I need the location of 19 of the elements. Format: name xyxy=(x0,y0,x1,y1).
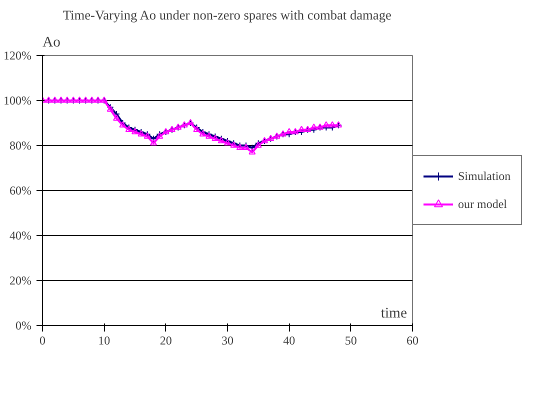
y-tick-label: 20% xyxy=(10,274,32,288)
y-tick-label: 0% xyxy=(16,318,32,332)
x-tick-label: 20 xyxy=(160,334,172,348)
legend-label: our model xyxy=(458,196,507,212)
y-tick-label: 60% xyxy=(10,184,32,198)
y-axis-title: Ao xyxy=(42,34,60,50)
y-tick-label: 120% xyxy=(4,48,32,62)
x-axis-title: time xyxy=(380,306,407,322)
x-tick-label: 10 xyxy=(98,334,110,348)
chart-title: Time-Varying Ao under non-zero spares with combat damage xyxy=(62,8,392,22)
y-tick-label: 100% xyxy=(4,94,32,108)
x-tick-label: 0 xyxy=(40,334,46,348)
y-tick-label: 40% xyxy=(10,228,32,242)
legend-label: Simulation xyxy=(458,168,511,184)
y-tick-label: 80% xyxy=(10,138,32,152)
x-tick-label: 60 xyxy=(406,334,418,348)
x-tick-label: 50 xyxy=(344,334,357,348)
x-tick-label: 30 xyxy=(222,334,234,348)
x-tick-label: 40 xyxy=(283,334,296,348)
